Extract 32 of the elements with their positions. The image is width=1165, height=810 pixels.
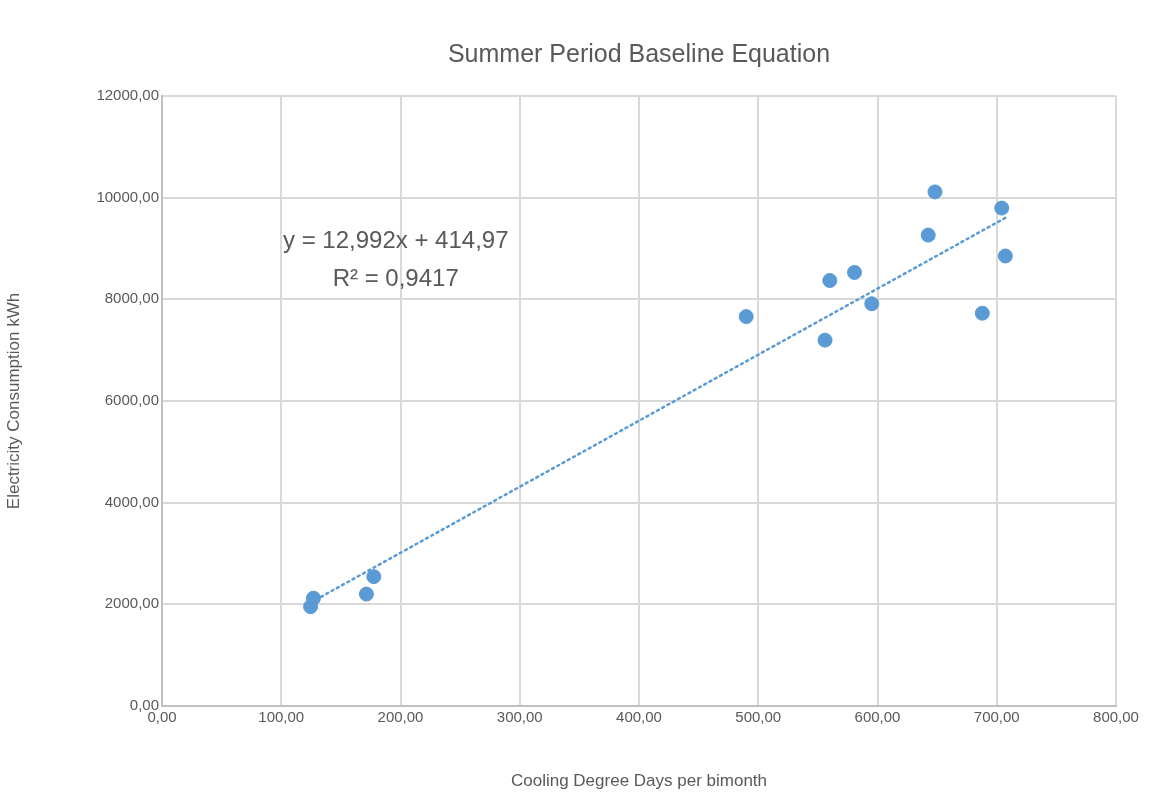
x-tick-label: 100,00 (258, 708, 305, 726)
point (358, 586, 374, 602)
point (305, 590, 321, 606)
x-tick-label: 500,00 (735, 708, 782, 726)
x-tick-label: 600,00 (854, 708, 901, 726)
chart-title: Summer Period Baseline Equation (447, 38, 831, 67)
point (817, 332, 833, 348)
x-tick-label: 200,00 (377, 708, 424, 726)
point (997, 248, 1013, 264)
point (864, 296, 880, 312)
point (366, 569, 382, 585)
point (920, 227, 936, 243)
y-tick-label: 8000,00 (104, 289, 159, 307)
point (822, 273, 838, 289)
point (846, 264, 862, 280)
x-tick-label: 800,00 (1093, 708, 1139, 726)
x-tick-label: 400,00 (616, 708, 662, 726)
point (738, 309, 754, 325)
y-tick-label: 10000,00 (96, 187, 159, 205)
point (994, 200, 1010, 216)
point (974, 305, 990, 321)
y-tick-label: 6000,00 (104, 391, 159, 409)
y-axis-title: Electricity Consumption kWh (3, 292, 23, 510)
annotation: R² = 0,9417 (332, 263, 459, 291)
annotation: y = 12,992x + 414,97 (282, 225, 509, 253)
y-tick-label: 12000,00 (96, 86, 159, 104)
x-tick-label: 300,00 (496, 708, 543, 726)
x-axis-title: Cooling Degree Days per bimonth (510, 771, 768, 791)
y-tick-label: 4000,00 (104, 492, 159, 510)
x-tick-label: 700,00 (973, 708, 1020, 726)
point (927, 184, 943, 200)
y-tick-label: 2000,00 (104, 594, 159, 612)
